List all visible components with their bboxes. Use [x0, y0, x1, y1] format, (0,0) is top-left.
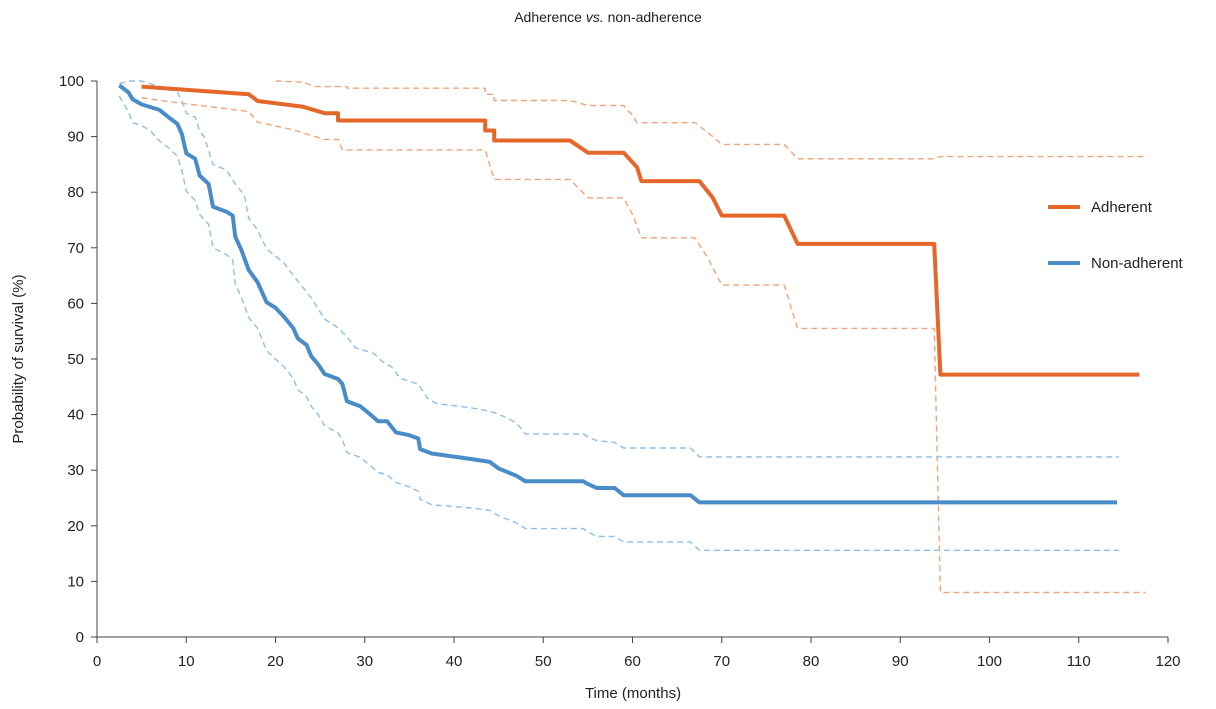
legend-label-adherent: Adherent [1091, 199, 1153, 216]
x-tick-label: 40 [446, 653, 463, 670]
x-tick-label: 0 [93, 653, 101, 670]
y-tick-label: 10 [67, 573, 84, 590]
non-adherent-line [118, 83, 1118, 505]
x-axis-label: Time (months) [585, 685, 681, 702]
x-tick-label: 10 [178, 653, 195, 670]
y-axis-label: Probability of survival (%) [10, 274, 27, 443]
x-tick-label: 60 [624, 653, 641, 670]
axes-layer: 0 10 20 30 40 50 60 70 80 90 100 110 120 0 10 20 30 40 50… [10, 73, 1181, 702]
y-tick-label: 40 [67, 407, 84, 424]
x-tick-label: 110 [1067, 653, 1091, 670]
y-tick-label: 100 [59, 73, 84, 90]
legend: Adherent Non-adherent [1048, 199, 1184, 272]
x-ticks: 0 10 20 30 40 50 60 70 80 90 100 110 120 [93, 637, 1181, 670]
x-tick-label: 20 [267, 653, 284, 670]
ci-band-line-3 [141, 97, 1146, 594]
y-tick-label: 50 [67, 351, 84, 368]
adherent-line [141, 84, 1140, 377]
y-tick-label: 60 [67, 295, 84, 312]
x-tick-label: 30 [356, 653, 373, 670]
ci-band-line-4 [119, 80, 1119, 458]
y-tick-label: 30 [67, 462, 84, 479]
y-tick-label: 0 [76, 629, 84, 646]
series-layer [118, 80, 1146, 594]
y-ticks: 0 10 20 30 40 50 60 70 80 90 100 [59, 73, 97, 646]
y-tick-label: 90 [67, 129, 84, 146]
chart-title: Adherence vs. non-adherence [514, 9, 702, 25]
legend-label-non-adherent: Non-adherent [1091, 255, 1184, 272]
x-tick-label: 100 [977, 653, 1002, 670]
ci-band-line-2 [275, 80, 1146, 160]
x-tick-label: 50 [535, 653, 552, 670]
x-tick-label: 70 [713, 653, 730, 670]
y-tick-label: 80 [67, 184, 84, 201]
y-tick-label: 20 [67, 518, 84, 535]
x-tick-label: 120 [1155, 653, 1180, 670]
x-tick-label: 90 [892, 653, 909, 670]
y-tick-label: 70 [67, 240, 84, 257]
ci-band-line-5 [118, 95, 1119, 551]
x-tick-label: 80 [803, 653, 820, 670]
